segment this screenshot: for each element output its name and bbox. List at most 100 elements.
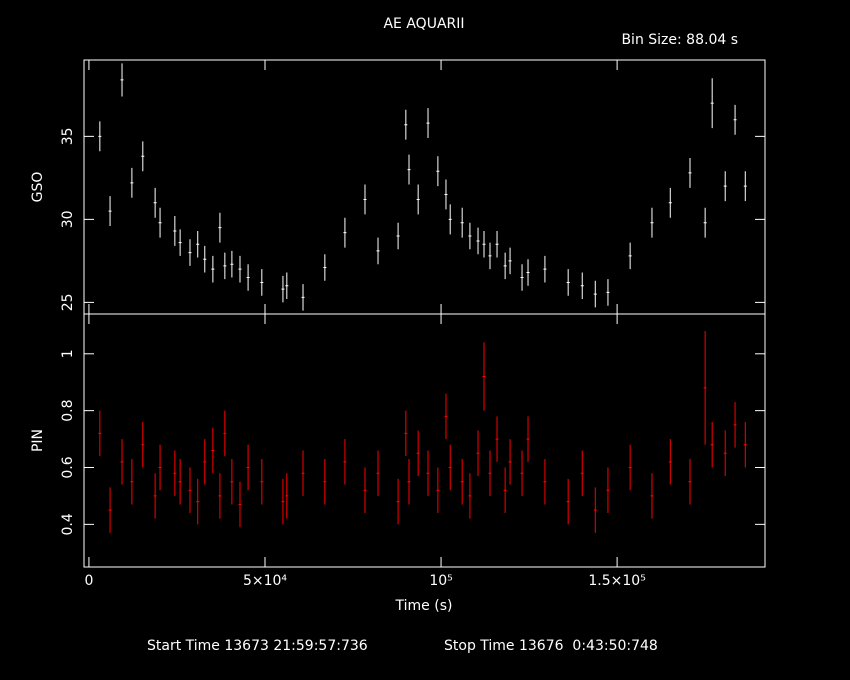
y-axis-label: PIN: [30, 429, 46, 452]
error-bar: [218, 473, 222, 519]
error-bar: [688, 157, 692, 188]
error-bar: [476, 227, 480, 255]
error-bar: [178, 229, 182, 256]
error-bar: [173, 216, 177, 246]
error-bar: [223, 410, 227, 457]
error-bar: [158, 207, 162, 238]
error-bar: [482, 230, 486, 258]
error-bar: [178, 458, 182, 505]
error-bar: [396, 478, 400, 525]
error-bar: [363, 184, 367, 215]
error-bar: [448, 444, 452, 491]
error-bar: [723, 430, 727, 477]
error-bar: [468, 473, 472, 519]
error-bar: [566, 269, 570, 296]
error-bar: [238, 481, 242, 528]
y-tick-label: 0.6: [60, 456, 76, 478]
x-tick-label: 5×10⁴: [243, 573, 287, 589]
error-bar: [723, 171, 727, 202]
error-bar: [120, 63, 124, 97]
error-bar: [733, 402, 737, 448]
error-bar: [668, 187, 672, 218]
error-bar: [158, 444, 162, 491]
error-bar: [650, 207, 654, 238]
error-bar: [426, 108, 430, 139]
error-bar: [98, 121, 102, 152]
error-bar: [580, 450, 584, 496]
error-bar: [363, 467, 367, 513]
error-bar: [230, 250, 234, 278]
error-bar: [566, 478, 570, 525]
error-bar: [668, 439, 672, 485]
error-bar: [526, 416, 530, 462]
error-bar: [376, 237, 380, 265]
error-bar: [543, 255, 547, 283]
error-bar: [301, 284, 305, 311]
error-bar: [628, 242, 632, 270]
error-bar: [153, 473, 157, 519]
error-bar: [476, 430, 480, 477]
error-bar: [593, 487, 597, 533]
error-bar: [733, 104, 737, 135]
error-bar: [260, 458, 264, 505]
error-bar: [460, 207, 464, 238]
plot-frame: [83, 313, 766, 568]
y-tick-label: 25: [60, 293, 76, 311]
error-bar: [606, 279, 610, 306]
error-bar: [230, 458, 234, 505]
error-bar: [130, 167, 134, 198]
error-bar: [196, 478, 200, 525]
error-bar: [508, 439, 512, 485]
error-bar: [211, 427, 215, 474]
error-bar: [285, 272, 289, 300]
error-bar: [141, 422, 145, 468]
error-bar: [703, 207, 707, 238]
error-bar: [436, 156, 440, 187]
error-bar: [495, 230, 499, 258]
error-bar: [218, 212, 222, 243]
error-bar: [416, 430, 420, 477]
error-bar: [703, 331, 707, 445]
error-bar: [203, 245, 207, 273]
error-bar: [141, 141, 145, 172]
error-bar: [743, 171, 747, 202]
error-bar: [495, 416, 499, 462]
error-bar: [468, 222, 472, 250]
error-bar: [130, 458, 134, 505]
error-bar: [238, 255, 242, 283]
y-tick-label: 0.4: [60, 513, 76, 535]
y-tick-label: 0.8: [60, 400, 76, 422]
error-bar: [301, 450, 305, 496]
x-tick-label: 0: [84, 573, 93, 589]
error-bar: [108, 196, 112, 227]
error-bar: [460, 458, 464, 505]
error-bar: [503, 252, 507, 280]
y-axis-label: GSO: [30, 172, 46, 203]
y-tick-label: 30: [60, 210, 76, 228]
error-bar: [211, 255, 215, 283]
chart-title: AE AQUARII: [383, 16, 464, 32]
x-axis-label: Time (s): [395, 598, 453, 614]
error-bar: [710, 78, 714, 129]
error-bar: [628, 444, 632, 491]
error-bar: [281, 478, 285, 525]
error-bar: [153, 187, 157, 218]
error-bar: [503, 467, 507, 513]
error-bar: [482, 342, 486, 411]
error-bar: [260, 269, 264, 296]
error-bar: [98, 410, 102, 457]
error-bar: [120, 439, 124, 485]
error-bar: [650, 473, 654, 519]
error-bar: [108, 487, 112, 533]
error-bar: [246, 444, 250, 491]
error-bar: [743, 422, 747, 468]
error-bar: [526, 259, 530, 286]
y-tick-label: 35: [60, 127, 76, 145]
error-bar: [688, 458, 692, 505]
x-tick-label: 1.5×10⁵: [588, 573, 645, 589]
error-bar: [436, 467, 440, 513]
error-bar: [444, 179, 448, 210]
error-bar: [710, 422, 714, 468]
error-bar: [343, 439, 347, 485]
error-bar: [488, 242, 492, 270]
